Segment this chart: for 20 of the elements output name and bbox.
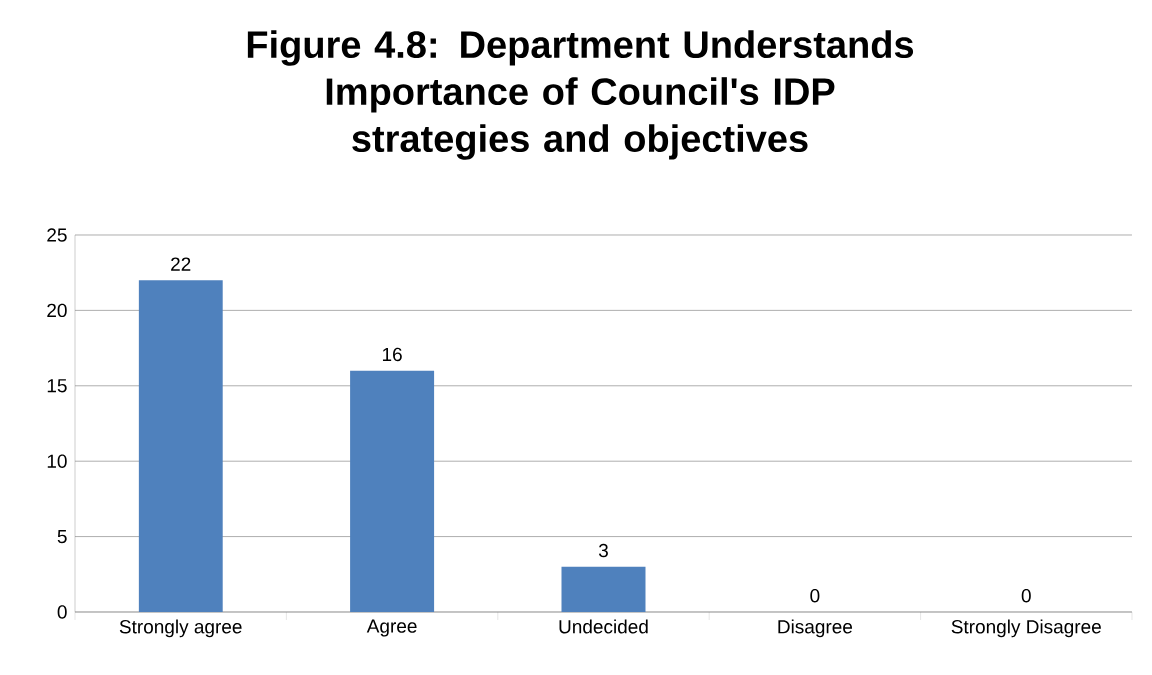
x-tick-label: Undecided bbox=[559, 619, 648, 634]
x-tick-label: Strongly Disagree bbox=[951, 619, 1101, 638]
x-tick-label: Strongly agree bbox=[119, 619, 242, 638]
y-tick-label: 25 bbox=[47, 228, 67, 242]
data-label: 0 bbox=[810, 589, 820, 603]
y-tick-label: 15 bbox=[47, 379, 67, 393]
data-label: 16 bbox=[382, 347, 402, 362]
data-label: 0 bbox=[1021, 589, 1031, 603]
chart-title: Figure 4.8: Department Understands Importance of Council's IDP strategies and objectives bbox=[247, 30, 914, 160]
x-tick-label: Disagree bbox=[778, 619, 853, 638]
bar bbox=[350, 370, 435, 612]
data-label: 3 bbox=[598, 543, 608, 558]
y-tick-label: 0 bbox=[57, 605, 67, 619]
bar bbox=[561, 566, 646, 612]
y-tick-label: 5 bbox=[57, 529, 67, 544]
x-tick-label: Agree bbox=[366, 619, 417, 637]
y-tick-label: 10 bbox=[47, 454, 67, 468]
y-tick-label: 20 bbox=[47, 303, 67, 318]
bar bbox=[138, 280, 223, 612]
data-label: 22 bbox=[171, 257, 191, 271]
